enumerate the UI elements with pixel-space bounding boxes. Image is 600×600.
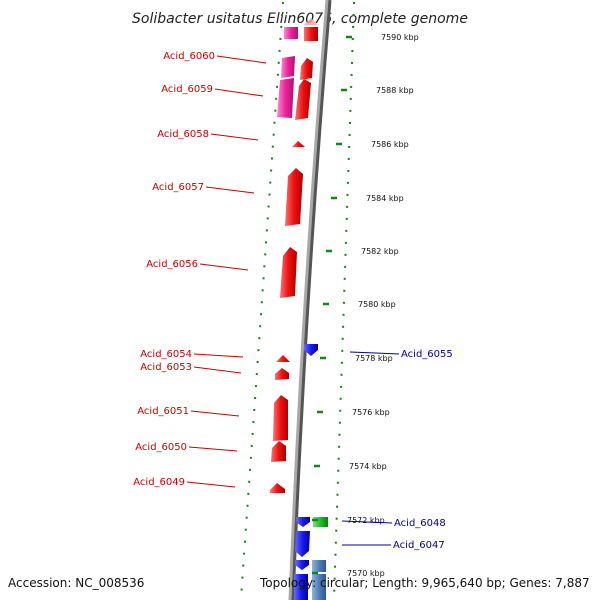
- gene-labels: Acid_6060 Acid_6059 Acid_6058 Acid_6057 Acid…: [133, 51, 453, 551]
- gene-leader-line: [199, 263, 249, 271]
- gene-label[interactable]: Acid_6058: [157, 129, 209, 140]
- kbp-tick-label: 7570 kbp: [347, 569, 385, 578]
- gene-feature: [296, 517, 310, 527]
- kbp-tick-label: 7586 kbp: [371, 140, 409, 149]
- gene-feature: [300, 58, 313, 80]
- gene-feature: [312, 560, 326, 572]
- forward-strand-genes: [294, 344, 328, 600]
- gene-label[interactable]: Acid_6048: [394, 518, 446, 529]
- gene-leader-line: [341, 520, 393, 524]
- gene-label[interactable]: Acid_6054: [140, 349, 192, 360]
- map-title: Solibacter usitatus Ellin6076, complete …: [132, 11, 468, 27]
- gene-feature: [313, 517, 328, 527]
- gene-label[interactable]: Acid_6055: [401, 349, 453, 360]
- gene-leader-line: [205, 186, 255, 194]
- kbp-ticks: 7590 kbp 7588 kbp 7586 kbp 7584 kbp 7582 kbp…: [312, 33, 419, 578]
- gene-feature: [273, 395, 288, 441]
- gene-feature: [304, 27, 318, 41]
- kbp-tick-label: 7572 kbp: [347, 516, 385, 525]
- gene-feature: [292, 141, 305, 147]
- gene-feature: [312, 574, 326, 600]
- genome-backbone-shadow: [289, 0, 332, 600]
- gene-feature: [304, 18, 318, 25]
- gene-feature: [294, 574, 308, 600]
- gene-feature: [280, 247, 297, 298]
- gene-feature: [295, 531, 310, 557]
- inner-tick-track: [333, 1, 355, 599]
- gene-leader-line: [186, 481, 236, 488]
- gene-label[interactable]: Acid_6049: [133, 477, 185, 488]
- genome-summary-text: Topology: circular; Length: 9,965,640 bp…: [259, 576, 590, 590]
- accession-text: Accession: NC_008536: [8, 576, 144, 590]
- kbp-tick-label: 7576 kbp: [352, 408, 390, 417]
- gene-feature: [285, 168, 303, 226]
- gene-leader-line: [216, 55, 267, 64]
- gene-leader-line: [210, 133, 259, 141]
- kbp-tick-label: 7578 kbp: [355, 354, 393, 363]
- outer-tick-track: [240, 1, 284, 599]
- gene-feature: [304, 344, 318, 356]
- gene-feature: [275, 368, 289, 380]
- gene-feature: [271, 441, 286, 462]
- gene-label[interactable]: Acid_6047: [393, 540, 445, 551]
- reverse-strand-genes: [270, 18, 318, 493]
- gene-feature: [270, 483, 285, 493]
- genome-backbone: [288, 0, 329, 600]
- gene-leader-line: [349, 351, 400, 355]
- gene-feature: [295, 560, 309, 570]
- gene-label[interactable]: Acid_6057: [152, 182, 204, 193]
- gene-feature: [295, 79, 311, 120]
- gene-label[interactable]: Acid_6050: [135, 442, 187, 453]
- gene-leader-line: [193, 366, 242, 374]
- gene-feature: [281, 56, 295, 78]
- gene-feature: [276, 355, 290, 362]
- kbp-tick-label: 7584 kbp: [366, 194, 404, 203]
- kbp-tick-label: 7590 kbp: [381, 33, 419, 42]
- gene-leader-line: [188, 446, 238, 452]
- gene-label[interactable]: Acid_6059: [161, 84, 213, 95]
- kbp-tick-label: 7582 kbp: [361, 247, 399, 256]
- gene-leader-line: [214, 88, 264, 97]
- gene-label[interactable]: Acid_6053: [140, 362, 192, 373]
- gene-leader-line: [190, 410, 240, 417]
- gene-label[interactable]: Acid_6056: [146, 259, 198, 270]
- kbp-tick-label: 7580 kbp: [358, 300, 396, 309]
- kbp-tick-label: 7588 kbp: [376, 86, 414, 95]
- gene-leader-line: [193, 353, 244, 358]
- kbp-tick-label: 7574 kbp: [349, 462, 387, 471]
- gene-label[interactable]: Acid_6051: [137, 406, 189, 417]
- gene-label[interactable]: Acid_6060: [163, 51, 215, 62]
- gene-feature: [284, 27, 298, 39]
- gene-feature: [277, 78, 294, 118]
